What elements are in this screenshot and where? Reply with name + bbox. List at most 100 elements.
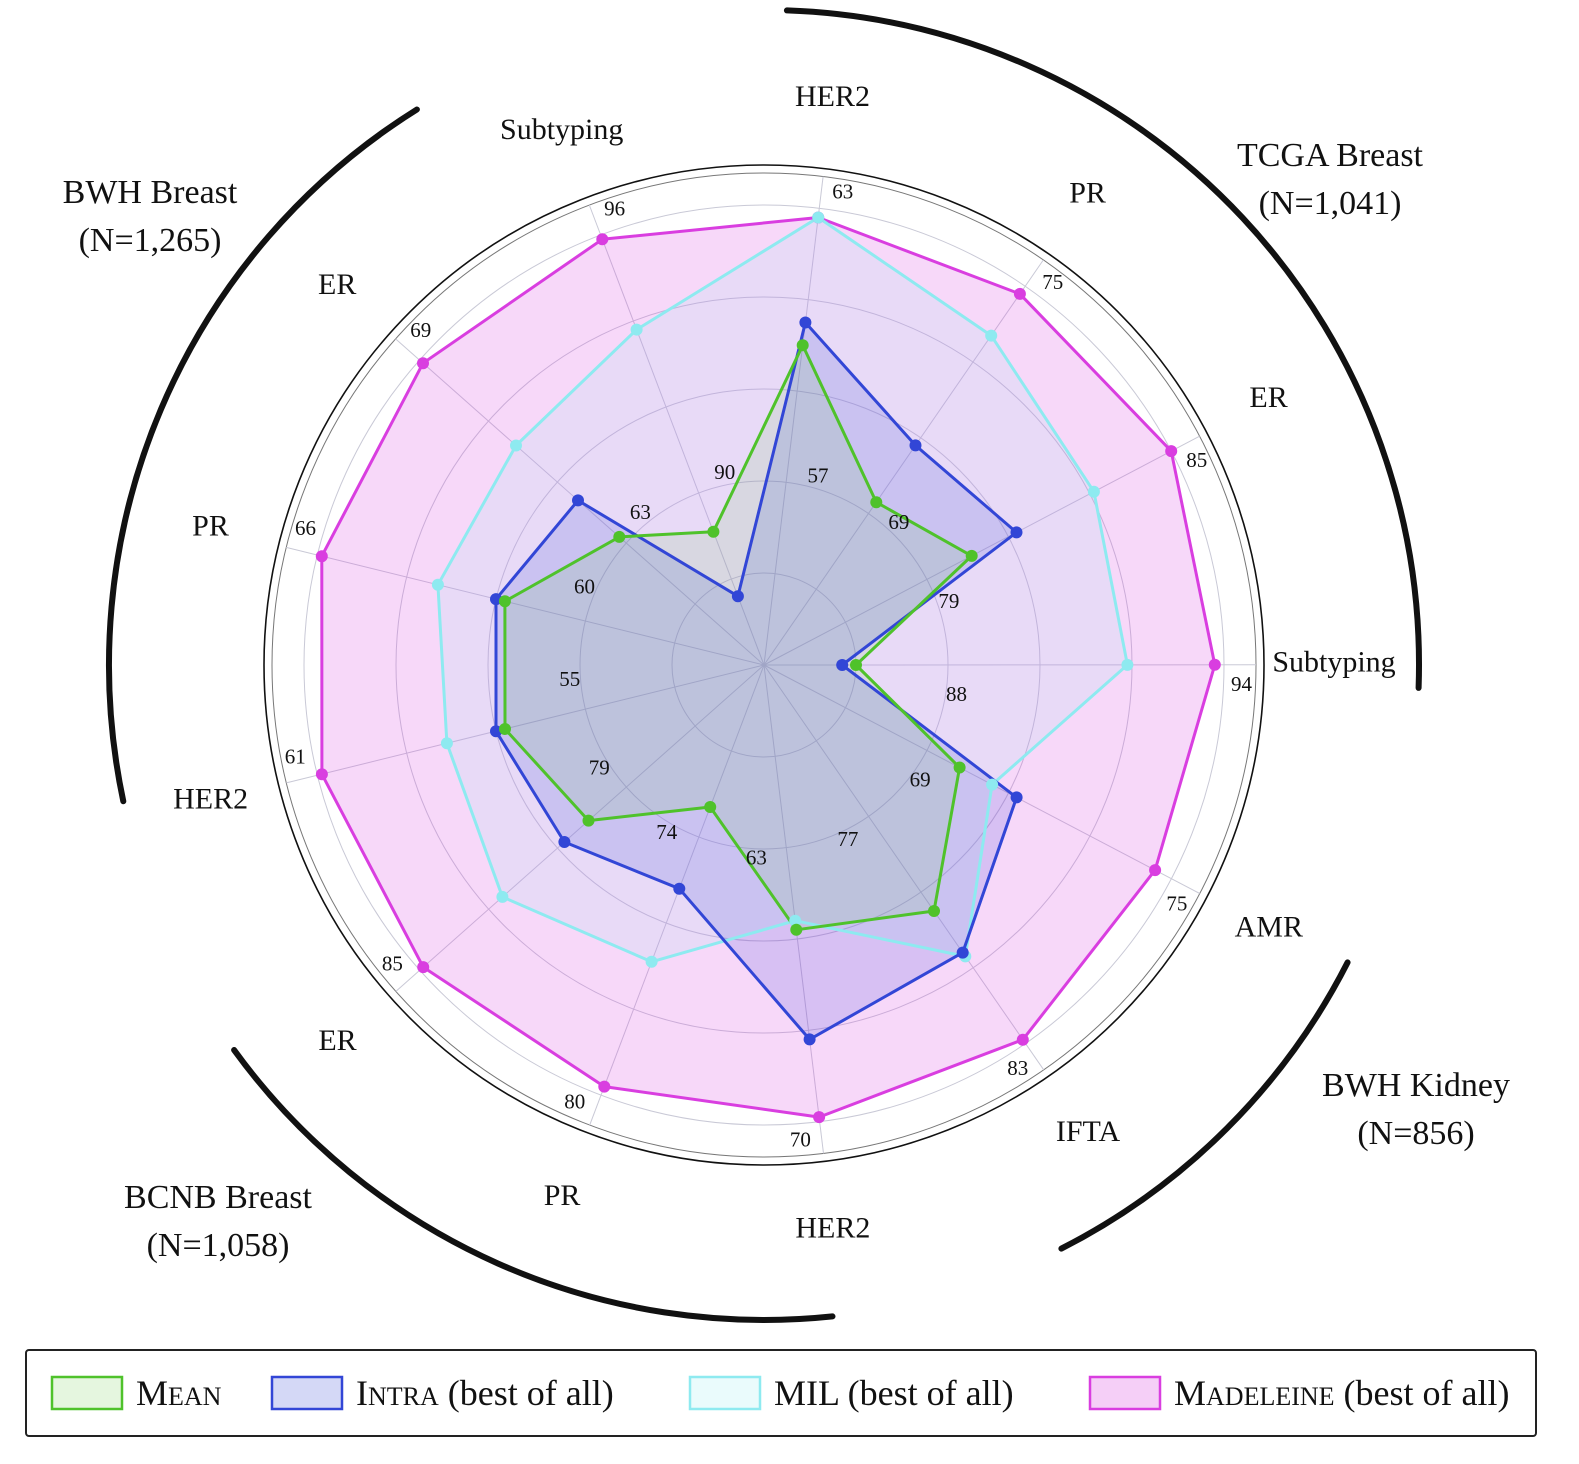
- data-point-mil: [431, 578, 444, 591]
- series-area-mil: [437, 217, 1128, 962]
- data-point-madeleine: [315, 550, 328, 563]
- data-point-madeleine: [598, 1080, 611, 1093]
- data-point-mil: [496, 890, 509, 903]
- data-point-mean: [790, 923, 803, 936]
- legend-label-smallcaps: ADELEINE: [1206, 1382, 1335, 1411]
- data-point-intra: [1010, 791, 1023, 804]
- data-point-madeleine: [1013, 287, 1026, 300]
- grid-spoke: [395, 664, 765, 992]
- data-point-intra: [1010, 526, 1023, 539]
- dataset-arc: [231, 1047, 836, 1323]
- data-point-madeleine: [596, 233, 609, 246]
- legend: MEAN INTRA (best of all) MIL (best of all)…: [25, 1349, 1537, 1437]
- tick-label-outer: 75: [1042, 270, 1063, 294]
- data-point-mil: [1121, 658, 1134, 671]
- data-point-mean: [704, 801, 717, 813]
- tick-label-outer: 83: [1007, 1056, 1028, 1080]
- data-point-mean: [582, 814, 595, 827]
- data-point-mil: [985, 329, 998, 342]
- data-point-mean: [796, 339, 809, 352]
- tick-label-inner: 79: [589, 755, 610, 779]
- axis-label: ER: [318, 1024, 356, 1057]
- grid-spoke: [763, 259, 1044, 666]
- tick-label-outer: 61: [285, 744, 306, 768]
- data-point-mil: [812, 211, 825, 224]
- axis-label: PR: [1069, 177, 1106, 210]
- series-line-intra: [494, 321, 1019, 1041]
- legend-swatch-mean: [50, 1375, 124, 1411]
- tick-label-inner: 74: [656, 820, 678, 844]
- legend-label-initial: M: [136, 1373, 168, 1413]
- tick-label-outer: 80: [564, 1090, 585, 1114]
- tick-label-inner: 60: [574, 575, 595, 599]
- data-point-intra: [956, 946, 969, 959]
- grid-spoke: [286, 664, 765, 784]
- series-area-madeleine: [321, 217, 1215, 1118]
- data-point-intra: [909, 439, 922, 452]
- dataset-arc: [783, 7, 1422, 691]
- grid-spoke: [763, 664, 824, 1154]
- data-point-madeleine: [1149, 864, 1162, 877]
- tick-label-inner: 55: [559, 667, 580, 691]
- dataset-count: (N=856): [1357, 1115, 1474, 1152]
- series-points: [315, 211, 1221, 1124]
- data-point-intra: [558, 836, 571, 848]
- grid-spoke: [763, 664, 1200, 894]
- data-point-madeleine: [1208, 658, 1221, 671]
- outer-frame: [263, 164, 1265, 1166]
- dataset-groups: TCGA Breast (N=1,041) BWH Kidney (N=856) BCN…: [63, 7, 1510, 1323]
- legend-label-text: MIL (best of all): [774, 1373, 1014, 1413]
- data-point-madeleine: [417, 357, 429, 370]
- tick-labels: 57 63 69 75 79 85 88 94 69 75 77 83 63 70 74 80 79 85 55 61…: [285, 179, 1253, 1151]
- tick-label-outer: 94: [1231, 672, 1253, 696]
- data-point-intra: [572, 494, 584, 507]
- legend-label-mil: MIL (best of all): [774, 1373, 1014, 1413]
- legend-box: [25, 1349, 1537, 1437]
- tick-label-outer: 66: [295, 516, 316, 540]
- data-point-mean: [965, 549, 978, 562]
- axis-label: ER: [318, 268, 356, 301]
- grid-spoke: [763, 176, 824, 666]
- legend-swatch-mil: [688, 1375, 762, 1411]
- data-point-madeleine: [813, 1111, 826, 1124]
- dataset-name: BWH Breast: [63, 174, 238, 211]
- axis-label: PR: [192, 510, 229, 543]
- tick-label-outer: 69: [410, 318, 431, 342]
- legend-label-initial: I: [356, 1373, 368, 1413]
- data-point-mil: [645, 955, 658, 968]
- tick-label-outer: 96: [604, 197, 625, 221]
- data-point-mean: [850, 659, 862, 671]
- data-point-intra: [490, 725, 502, 738]
- tick-label-inner: 57: [808, 463, 829, 487]
- dataset-name: TCGA Breast: [1237, 137, 1424, 174]
- dataset-count: (N=1,041): [1259, 185, 1402, 222]
- data-point-mean: [953, 761, 966, 774]
- legend-label-suffix: (best of all): [439, 1373, 614, 1413]
- legend-label-madeleine: MADELEINE (best of all): [1174, 1373, 1509, 1413]
- data-point-mean: [613, 530, 626, 543]
- series-line-mean: [503, 343, 974, 932]
- tick-label-inner: 90: [714, 460, 735, 484]
- legend-label-smallcaps: EAN: [168, 1382, 222, 1411]
- axis-label: Subtyping: [1272, 646, 1395, 679]
- dataset-name: BWH Kidney: [1322, 1067, 1510, 1104]
- tick-label-inner: 88: [946, 682, 967, 706]
- tick-label-inner: 69: [888, 510, 909, 534]
- grid-spoke: [286, 546, 765, 666]
- data-point-mean: [707, 525, 720, 538]
- series-area-intra: [496, 322, 1017, 1040]
- dataset-count: (N=1,265): [79, 222, 222, 259]
- legend-label-suffix: (best of all): [1335, 1373, 1510, 1413]
- dataset-name: BCNB Breast: [124, 1179, 313, 1216]
- dataset-count: (N=1,058): [147, 1227, 290, 1264]
- axis-label: HER2: [795, 1212, 870, 1245]
- legend-swatch-madeleine: [1088, 1375, 1162, 1411]
- tick-label-inner: 77: [837, 827, 858, 851]
- data-point-mil: [1087, 485, 1100, 498]
- axis-label: AMR: [1235, 911, 1303, 944]
- axis-labels: HER2 PR ER Subtyping AMR IFTA HER2 PR ER HER2 PR ER…: [173, 80, 1396, 1245]
- tick-label-inner: 79: [938, 589, 959, 613]
- tick-label-inner: 63: [630, 500, 651, 524]
- data-point-intra: [673, 882, 686, 895]
- series-line-madeleine: [320, 216, 1217, 1119]
